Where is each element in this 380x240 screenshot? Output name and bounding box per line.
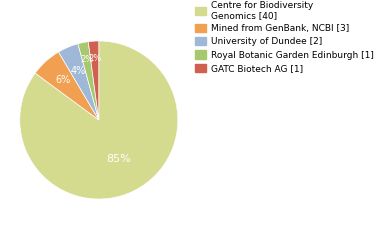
Wedge shape — [78, 42, 99, 120]
Legend: Centre for Biodiversity
Genomics [40], Mined from GenBank, NCBI [3], University : Centre for Biodiversity Genomics [40], M… — [195, 0, 375, 74]
Wedge shape — [20, 41, 178, 199]
Wedge shape — [59, 44, 99, 120]
Text: 2%: 2% — [88, 54, 101, 63]
Text: 6%: 6% — [55, 75, 70, 85]
Text: 4%: 4% — [70, 66, 86, 76]
Text: 85%: 85% — [106, 154, 131, 164]
Wedge shape — [35, 52, 99, 120]
Text: 2%: 2% — [80, 55, 93, 64]
Wedge shape — [88, 41, 99, 120]
